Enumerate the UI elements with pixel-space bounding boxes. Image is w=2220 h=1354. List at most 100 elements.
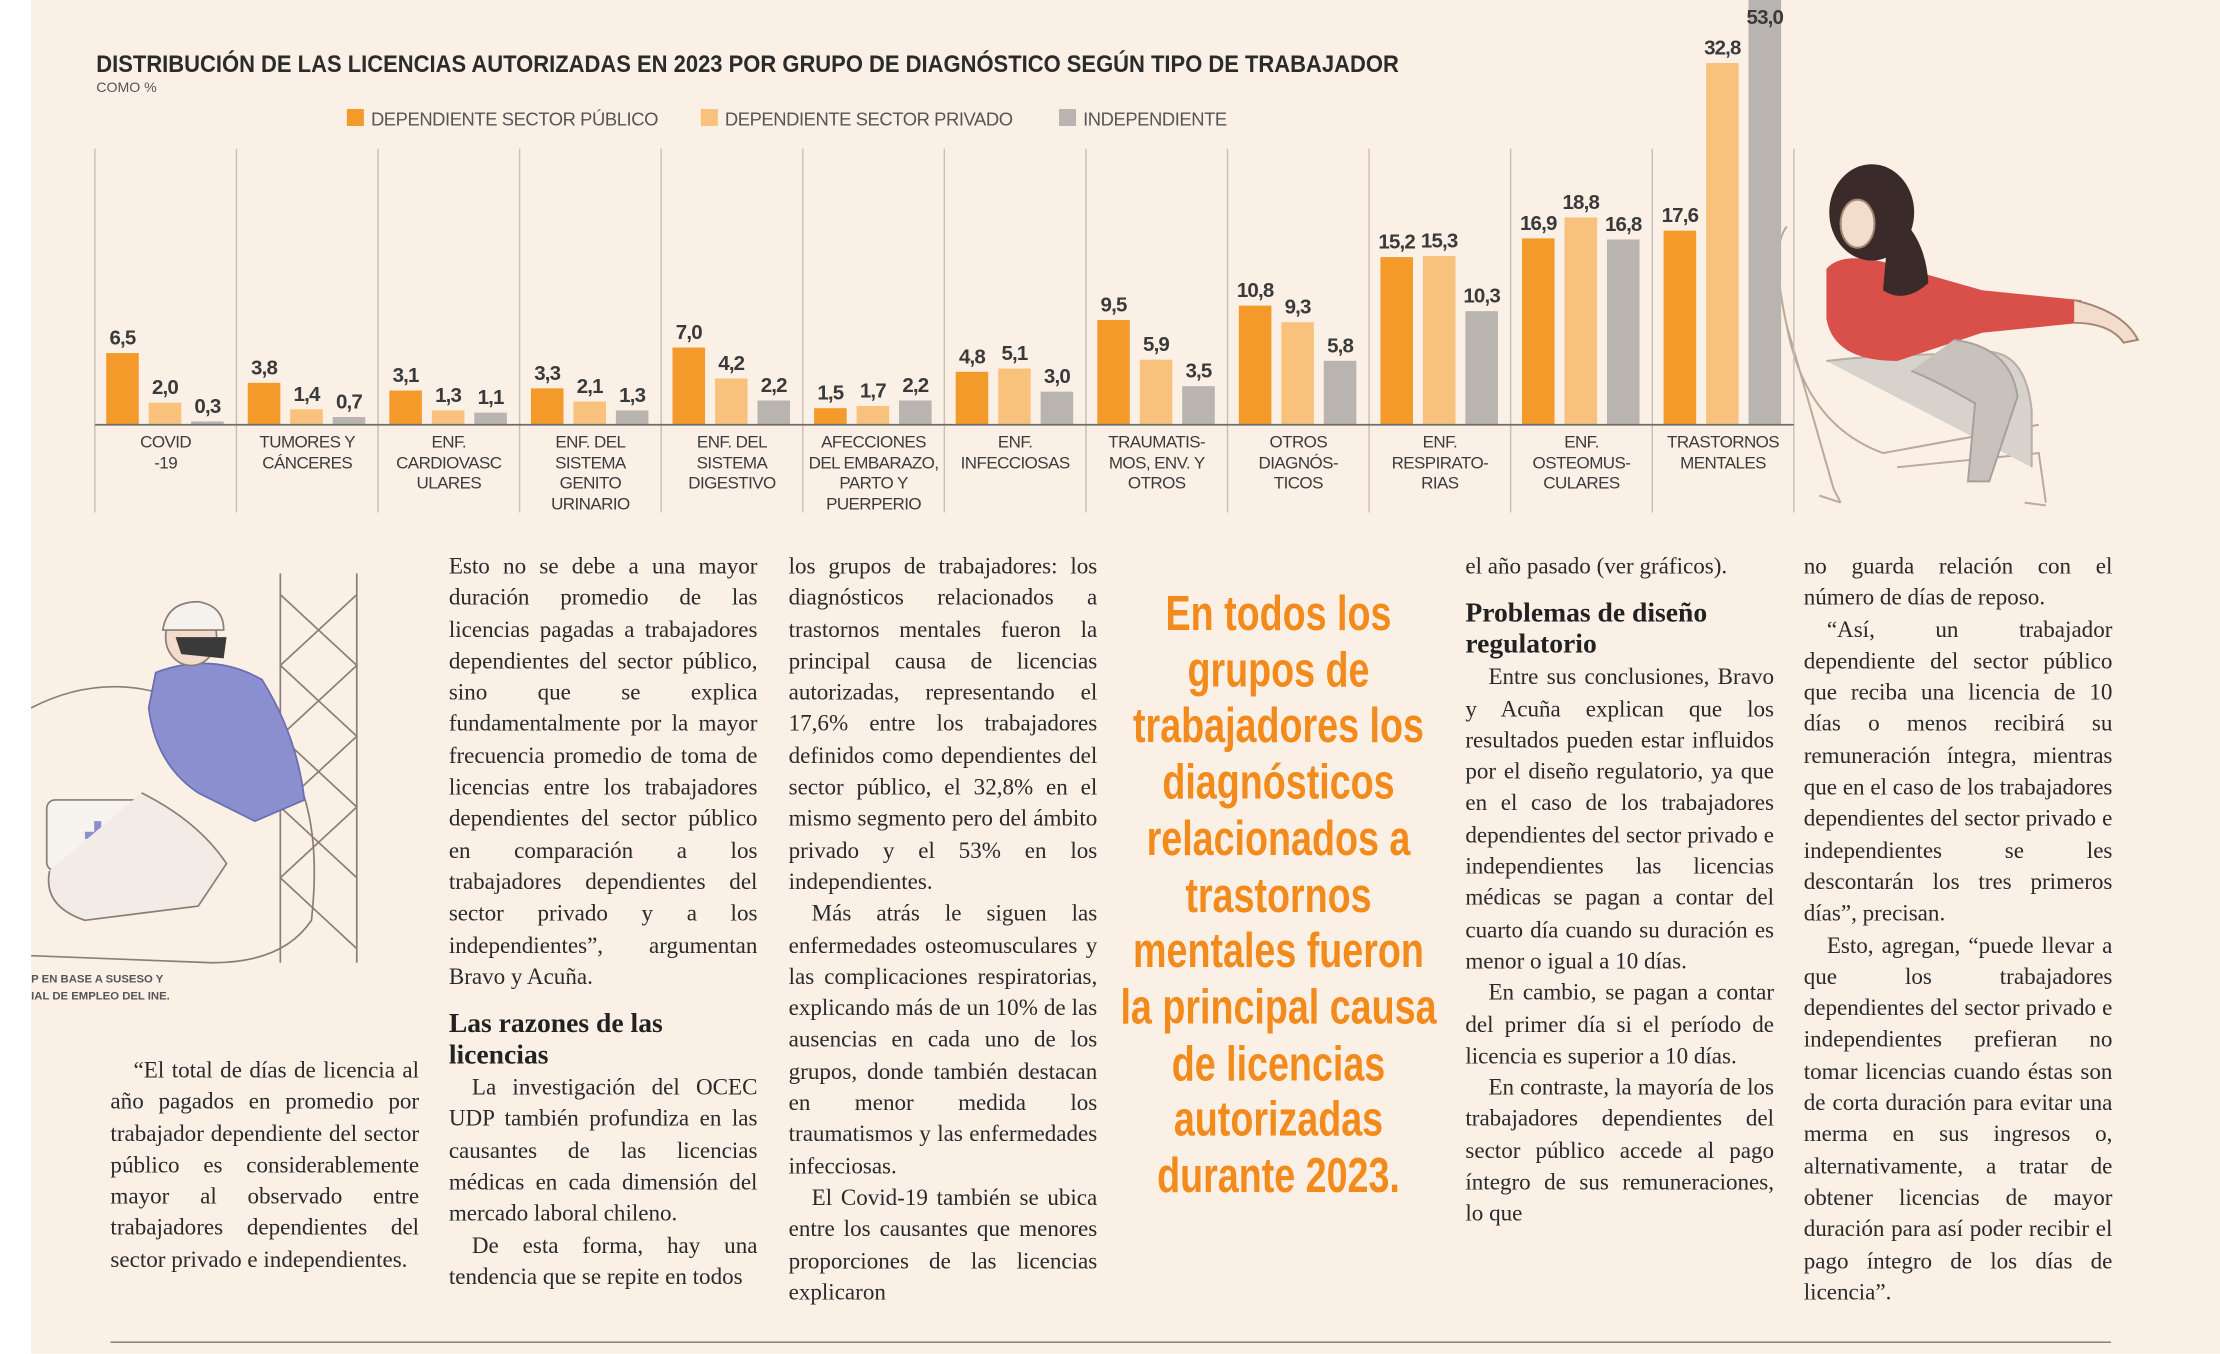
bar xyxy=(814,408,847,425)
source-note: P EN BASE A SUSESO Y IAL DE EMPLEO DEL IN… xyxy=(31,971,170,1005)
chart-subtitle: COMO % xyxy=(96,79,157,95)
x-tick-label: ENF. DEL SISTEMA GENITO URINARIO xyxy=(551,431,630,514)
x-tick-label: ENF. INFECCIOSAS xyxy=(960,431,1071,473)
paragraph: De esta forma, hay una tendencia que se … xyxy=(448,1231,758,1290)
bar xyxy=(1097,319,1130,425)
bar xyxy=(1422,256,1456,425)
bar xyxy=(474,412,507,425)
bar xyxy=(191,421,224,425)
paragraph: En contraste, la mayoría de los trabajad… xyxy=(1465,1073,1775,1227)
paragraph: el año pasado (ver gráficos). xyxy=(1465,552,1728,580)
bar xyxy=(856,405,890,425)
paragraph: los grupos de trabajadores: los diagnóst… xyxy=(788,552,1098,895)
bar xyxy=(899,400,932,425)
value-label: 5,9 xyxy=(1143,333,1169,356)
value-label: 9,5 xyxy=(1101,293,1127,316)
bar xyxy=(148,402,182,425)
value-label: 3,1 xyxy=(393,364,419,387)
paragraph: La investigación del OCEC UDP también pr… xyxy=(448,1073,758,1227)
value-label: 17,6 xyxy=(1662,204,1699,227)
legend-label: DEPENDIENTE SECTOR PRIVADO xyxy=(725,108,1013,129)
x-tick-label: TRAUMATIS- MOS, ENV. Y OTROS xyxy=(1108,431,1206,493)
paragraph: Más atrás le siguen las enfermedades ost… xyxy=(788,899,1098,1179)
paragraph: El Covid-19 también se ubica entre los c… xyxy=(788,1183,1098,1306)
value-label: 1,5 xyxy=(817,382,843,405)
bar xyxy=(332,417,366,425)
bar xyxy=(615,410,649,425)
x-tick-label: OTROS DIAGNÓS- TICOS xyxy=(1258,431,1339,493)
bar xyxy=(247,382,281,425)
value-label: 1,7 xyxy=(860,380,886,403)
legend-label: INDEPENDIENTE xyxy=(1083,108,1227,129)
value-label: 3,5 xyxy=(1185,360,1211,383)
bar xyxy=(1465,311,1498,425)
bar xyxy=(1139,359,1173,425)
value-label: 2,2 xyxy=(902,374,928,397)
value-label: 4,2 xyxy=(718,352,744,375)
bar xyxy=(1522,238,1555,425)
legend-swatch xyxy=(700,109,718,127)
value-label: 16,8 xyxy=(1605,213,1642,236)
x-tick-label: AFECCIONES DEL EMBARAZO, PARTO Y PUERPER… xyxy=(808,431,939,514)
value-label: 3,8 xyxy=(251,356,277,379)
bar xyxy=(530,388,564,425)
bar xyxy=(106,353,139,425)
value-label: 1,3 xyxy=(435,384,461,407)
x-tick-label: ENF. RESPIRATO- RIAS xyxy=(1391,431,1489,493)
bar xyxy=(1748,0,1782,425)
bar xyxy=(431,410,465,425)
value-label: 15,3 xyxy=(1421,230,1458,253)
source-note-line: IAL DE EMPLEO DEL INE. xyxy=(31,989,170,1003)
bar xyxy=(998,368,1031,425)
value-label: 18,8 xyxy=(1562,191,1599,214)
chart-title: DISTRIBUCIÓN DE LAS LICENCIAS AUTORIZADA… xyxy=(96,50,1399,78)
x-tick-label: TRASTORNOS MENTALES xyxy=(1667,431,1780,473)
bar xyxy=(757,400,791,425)
paragraph: En cambio, se pagan a contar del primer … xyxy=(1465,978,1775,1069)
value-label: 3,3 xyxy=(534,362,560,385)
text-column: los grupos de trabajadores: los diagnóst… xyxy=(789,551,1098,1309)
x-tick-label: ENF. OSTEOMUS- CULARES xyxy=(1532,431,1631,493)
pull-quote: En todos los grupos de trabajadores los … xyxy=(1120,586,1437,1204)
bar xyxy=(1182,386,1215,425)
value-label: 6,5 xyxy=(109,327,135,350)
value-label: 0,7 xyxy=(336,391,362,414)
bar xyxy=(1380,257,1413,425)
bar xyxy=(1706,63,1739,425)
x-tick-label: ENF. DEL SISTEMA DIGESTIVO xyxy=(688,431,776,493)
paragraph: no guarda relación con el número de días… xyxy=(1803,552,2113,611)
x-tick-label: TUMORES Y CÁNCERES xyxy=(259,431,356,473)
bar xyxy=(290,409,323,425)
value-label: 5,8 xyxy=(1327,334,1353,357)
source-note-line: P EN BASE A SUSESO Y xyxy=(31,972,164,986)
value-label: 2,2 xyxy=(761,374,787,397)
bar xyxy=(1323,360,1357,425)
bar xyxy=(389,390,422,425)
value-label: 4,8 xyxy=(959,345,985,368)
value-label: 16,9 xyxy=(1520,212,1557,235)
illustration-worker xyxy=(30,573,359,964)
paragraph: “Así, un trabajador dependiente del sect… xyxy=(1803,615,2113,927)
bar xyxy=(1564,217,1598,425)
value-label: 2,1 xyxy=(577,375,603,398)
bar xyxy=(1606,239,1640,425)
value-label: 0,3 xyxy=(194,395,220,418)
bar xyxy=(573,401,606,425)
paragraph: Esto no se debe a una mayor duración pro… xyxy=(448,552,758,990)
bar xyxy=(1040,391,1074,425)
value-label: 3,0 xyxy=(1044,365,1070,388)
paragraph: “El total de días de licencia al año pag… xyxy=(110,1056,420,1273)
section-heading: Las razones de las licencias xyxy=(448,1009,663,1071)
value-label: 1,1 xyxy=(478,386,504,409)
paragraph: Entre sus conclusiones, Bravo y Acuña ex… xyxy=(1465,663,1775,975)
text-column: “El total de días de licencia al año pag… xyxy=(110,1055,419,1276)
bar xyxy=(714,378,748,425)
bar xyxy=(672,347,706,425)
illustration-woman xyxy=(1777,164,2140,507)
section-heading: Problemas de diseño regulatorio xyxy=(1465,599,1708,661)
paragraph: Esto, agregan, “puede llevar a que los t… xyxy=(1803,930,2113,1306)
bar xyxy=(1281,322,1314,425)
legend-swatch xyxy=(1059,109,1077,127)
